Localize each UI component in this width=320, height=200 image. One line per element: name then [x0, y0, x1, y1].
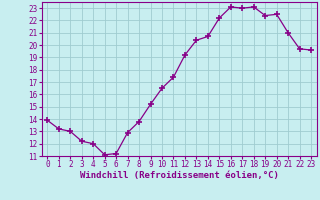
- X-axis label: Windchill (Refroidissement éolien,°C): Windchill (Refroidissement éolien,°C): [80, 171, 279, 180]
